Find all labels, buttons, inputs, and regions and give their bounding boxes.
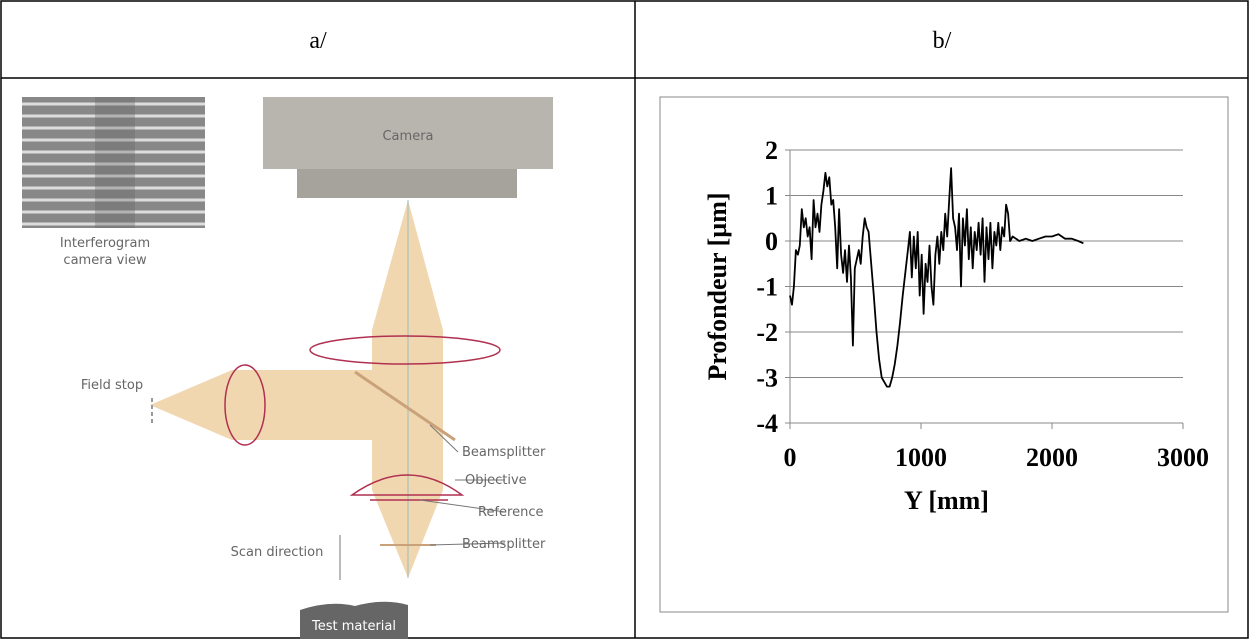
data-line	[789, 167, 1084, 388]
y-tick-label: 2	[765, 136, 778, 165]
label: camera view	[63, 253, 147, 268]
camera-lens	[297, 169, 517, 198]
label: Scan direction	[231, 545, 324, 560]
camera-body	[263, 97, 553, 169]
label: Beamsplitter	[462, 445, 546, 460]
test-material	[300, 601, 408, 639]
x-tick-label: 0	[784, 443, 797, 472]
y-tick-label: -1	[756, 273, 778, 302]
header-a: a/	[309, 28, 327, 54]
lens	[224, 364, 266, 446]
objective	[349, 474, 465, 496]
y-tick-label: 0	[765, 227, 778, 256]
label: Interferogram	[60, 236, 150, 251]
y-axis-label: Profondeur [µm]	[703, 192, 732, 380]
x-axis-label: Y [mm]	[904, 486, 989, 515]
label: Reference	[478, 505, 543, 520]
y-tick-label: -3	[756, 364, 778, 393]
x-tick-label: 1000	[895, 443, 947, 472]
interferogram	[22, 97, 205, 228]
label: Test material	[311, 619, 396, 634]
label: Field stop	[81, 378, 143, 393]
chart: -4 -3 -2 -1 0 1 2 0 1000 2000 3000 Y [mm] Profondeur…	[703, 136, 1209, 515]
beamsplitter	[354, 370, 456, 442]
label: Camera	[382, 129, 433, 144]
x-tick-label: 3000	[1157, 443, 1209, 472]
chart-frame	[659, 96, 1229, 613]
leaders	[339, 424, 506, 580]
header-b: b/	[933, 28, 952, 54]
y-tick-label: -4	[756, 409, 778, 438]
diagram: Camera Interferogram camera view Field s…	[22, 97, 553, 639]
y-tick-label: -2	[756, 318, 778, 347]
lens	[309, 335, 501, 365]
label: Objective	[465, 473, 527, 488]
y-tick-label: 1	[765, 182, 778, 211]
label: Beamsplitter	[462, 537, 546, 552]
x-tick-label: 2000	[1026, 443, 1078, 472]
horizontal-beam	[150, 370, 372, 440]
